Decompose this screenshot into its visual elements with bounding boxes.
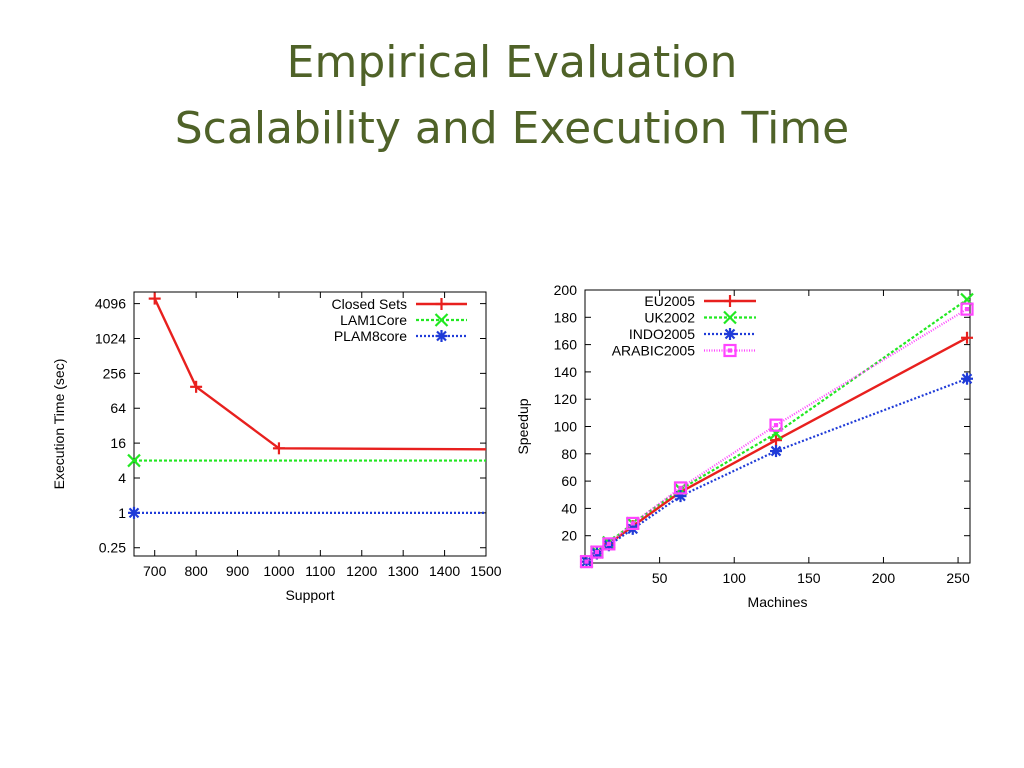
y-tick-label: 0.25	[99, 540, 126, 556]
y-tick-label: 4096	[95, 296, 126, 312]
data-point-indo2005	[770, 445, 783, 458]
y-tick-label: 120	[554, 391, 578, 407]
data-point-arabic2005	[960, 302, 974, 316]
y-axis-label: Speedup	[515, 398, 531, 454]
legend-marker	[724, 295, 736, 307]
data-point-arabic2005	[590, 545, 604, 559]
data-point-closed sets	[148, 292, 161, 305]
y-tick-label: 1	[118, 505, 126, 521]
y-tick-label: 256	[103, 365, 127, 381]
x-tick-label: 1400	[429, 563, 460, 579]
x-tick-label: 1500	[470, 563, 501, 579]
y-axis-label: Execution Time (sec)	[51, 359, 67, 490]
data-point-arabic2005	[626, 516, 640, 531]
legend-label: Closed Sets	[332, 296, 407, 312]
y-tick-label: 4	[118, 470, 126, 486]
legend-marker	[434, 313, 449, 327]
y-tick-label: 1024	[95, 330, 126, 346]
data-point-arabic2005	[602, 537, 616, 551]
x-axis-label: Machines	[748, 594, 808, 610]
x-tick-label: 100	[723, 570, 747, 586]
y-tick-label: 180	[554, 309, 578, 325]
y-tick-label: 100	[554, 419, 578, 435]
y-tick-label: 64	[110, 400, 126, 416]
x-axis-label: Support	[285, 587, 334, 603]
y-tick-label: 80	[561, 446, 577, 462]
plot-frame	[133, 291, 487, 557]
data-point-indo2005	[961, 372, 974, 385]
x-tick-label: 150	[797, 570, 821, 586]
data-point-arabic2005	[769, 418, 783, 432]
x-tick-label: 1000	[263, 563, 294, 579]
legend-marker	[435, 330, 448, 342]
x-tick-label: 200	[872, 570, 896, 586]
legend-label: INDO2005	[629, 326, 695, 342]
x-tick-label: 250	[946, 570, 970, 586]
x-tick-label: 900	[226, 563, 250, 579]
legend-label: PLAM8core	[334, 328, 407, 344]
legend-label: ARABIC2005	[612, 343, 695, 359]
speedup-chart: 50 100 150 200 250 20 40 60 80 100 120 140 160 180 200…	[515, 282, 974, 610]
legend-label: UK2002	[644, 310, 695, 326]
data-point-indo2005	[674, 490, 687, 503]
data-point-eu2005	[961, 331, 974, 344]
data-point-eu2005	[770, 434, 783, 447]
y-tick-label: 20	[561, 528, 577, 544]
legend-label: EU2005	[644, 293, 695, 309]
legend-marker	[723, 343, 737, 358]
x-tick-label: 50	[652, 570, 668, 586]
x-tick-label: 700	[143, 563, 167, 579]
y-tick-label: 160	[554, 337, 578, 353]
data-point-lam1core	[127, 453, 141, 468]
x-tick-label: 1300	[388, 563, 419, 579]
slide-title-line-2: Scalability and Execution Time	[174, 103, 850, 154]
y-tick-label: 200	[554, 282, 578, 298]
data-point-arabic2005	[579, 555, 594, 569]
series-line-closed sets	[153, 298, 487, 451]
x-tick-label: 1100	[305, 563, 335, 579]
slide-title-line-1: Empirical Evaluation	[286, 37, 738, 88]
data-point-uk2002	[769, 426, 783, 441]
execution-time-chart: 700 800 900 1000 1100 1200 1300 1400 1500 0.25 1 4 1…	[51, 291, 502, 603]
data-point-closed sets	[190, 380, 203, 393]
y-tick-label: 60	[561, 473, 577, 489]
y-tick-label: 16	[110, 435, 126, 451]
data-point-plam8core	[128, 506, 140, 519]
y-tick-label: 140	[554, 364, 578, 380]
legend-marker	[435, 298, 448, 310]
data-point-arabic2005	[673, 481, 688, 495]
legend-label: LAM1Core	[340, 312, 407, 328]
series-line-indo2005	[585, 377, 968, 563]
x-tick-label: 800	[184, 563, 208, 579]
legend-marker	[724, 328, 736, 340]
y-tick-label: 40	[561, 500, 577, 516]
slide-title: Empirical Evaluation Scalability and Exe…	[0, 30, 1024, 162]
x-tick-label: 1200	[346, 563, 377, 579]
data-point-closed sets	[272, 442, 285, 455]
legend-marker	[723, 310, 737, 325]
